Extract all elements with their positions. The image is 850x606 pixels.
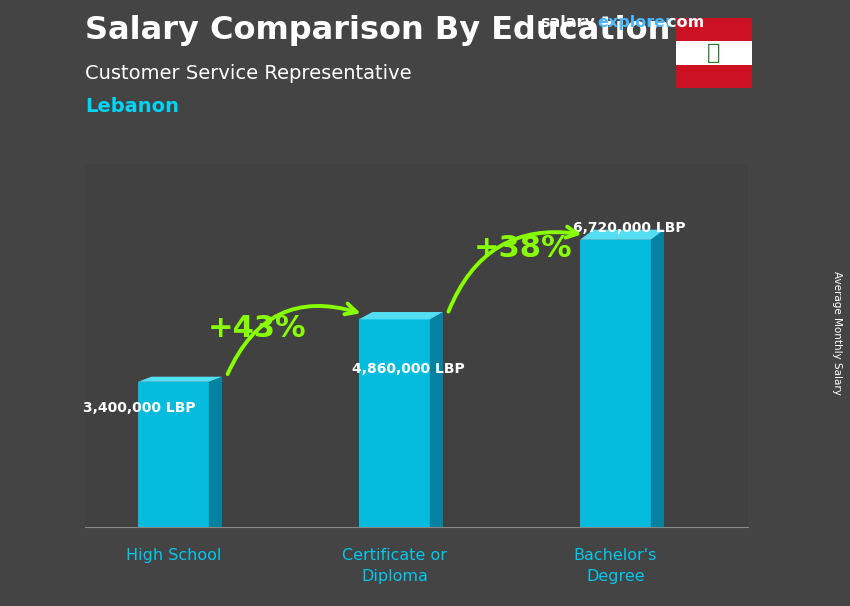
Text: Average Monthly Salary: Average Monthly Salary — [832, 271, 842, 395]
Bar — [676, 41, 752, 65]
Text: +43%: +43% — [208, 314, 307, 343]
Text: 4,860,000 LBP: 4,860,000 LBP — [353, 362, 465, 376]
Polygon shape — [209, 377, 222, 527]
Text: explorer: explorer — [598, 15, 674, 30]
Polygon shape — [430, 312, 443, 527]
Text: Lebanon: Lebanon — [85, 97, 179, 116]
Polygon shape — [651, 230, 664, 527]
Text: 3,400,000 LBP: 3,400,000 LBP — [82, 401, 196, 415]
Text: .com: .com — [661, 15, 705, 30]
Polygon shape — [138, 377, 222, 382]
Polygon shape — [359, 319, 430, 527]
Text: Salary Comparison By Education: Salary Comparison By Education — [85, 15, 671, 46]
Bar — [676, 18, 752, 41]
Text: +38%: +38% — [473, 235, 572, 263]
Text: Customer Service Representative: Customer Service Representative — [85, 64, 411, 82]
Bar — [676, 65, 752, 88]
Polygon shape — [580, 230, 664, 240]
Text: 6,720,000 LBP: 6,720,000 LBP — [574, 221, 686, 235]
Text: 🌲: 🌲 — [707, 43, 721, 63]
Text: salary: salary — [540, 15, 595, 30]
Polygon shape — [359, 312, 443, 319]
Polygon shape — [138, 382, 209, 527]
Polygon shape — [580, 240, 651, 527]
